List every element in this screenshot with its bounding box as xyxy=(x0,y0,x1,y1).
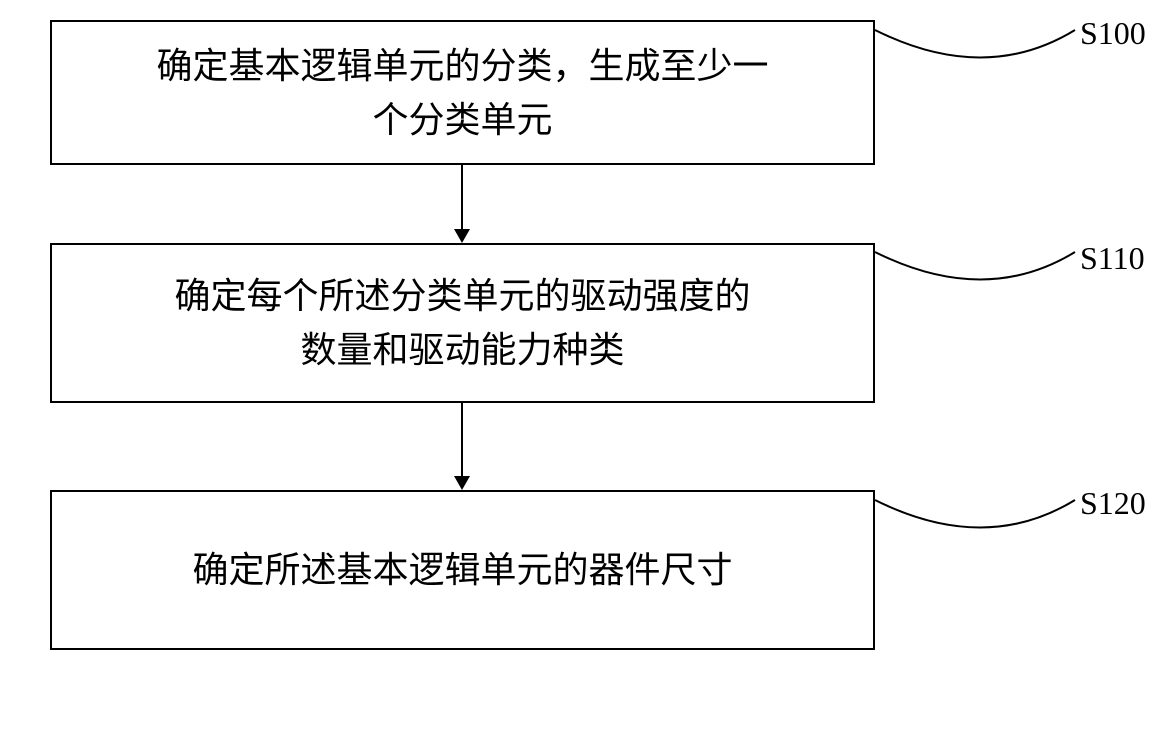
arrow-line-2 xyxy=(461,403,463,476)
flowchart-container: 确定基本逻辑单元的分类，生成至少一个分类单元 S100 确定每个所述分类单元的驱… xyxy=(0,0,1174,742)
step-label-1: S100 xyxy=(1080,15,1146,52)
step-label-2: S110 xyxy=(1080,240,1145,277)
flow-box-2-text: 确定每个所述分类单元的驱动强度的数量和驱动能力种类 xyxy=(174,269,750,377)
arrow-head-1 xyxy=(454,229,470,243)
flow-box-2: 确定每个所述分类单元的驱动强度的数量和驱动能力种类 xyxy=(50,243,875,403)
arrow-head-2 xyxy=(454,476,470,490)
step-label-3: S120 xyxy=(1080,485,1146,522)
flow-box-3-text: 确定所述基本逻辑单元的器件尺寸 xyxy=(192,543,732,597)
flow-box-1-text: 确定基本逻辑单元的分类，生成至少一个分类单元 xyxy=(156,39,768,147)
flow-box-1: 确定基本逻辑单元的分类，生成至少一个分类单元 xyxy=(50,20,875,165)
flow-box-3: 确定所述基本逻辑单元的器件尺寸 xyxy=(50,490,875,650)
arrow-line-1 xyxy=(461,165,463,229)
